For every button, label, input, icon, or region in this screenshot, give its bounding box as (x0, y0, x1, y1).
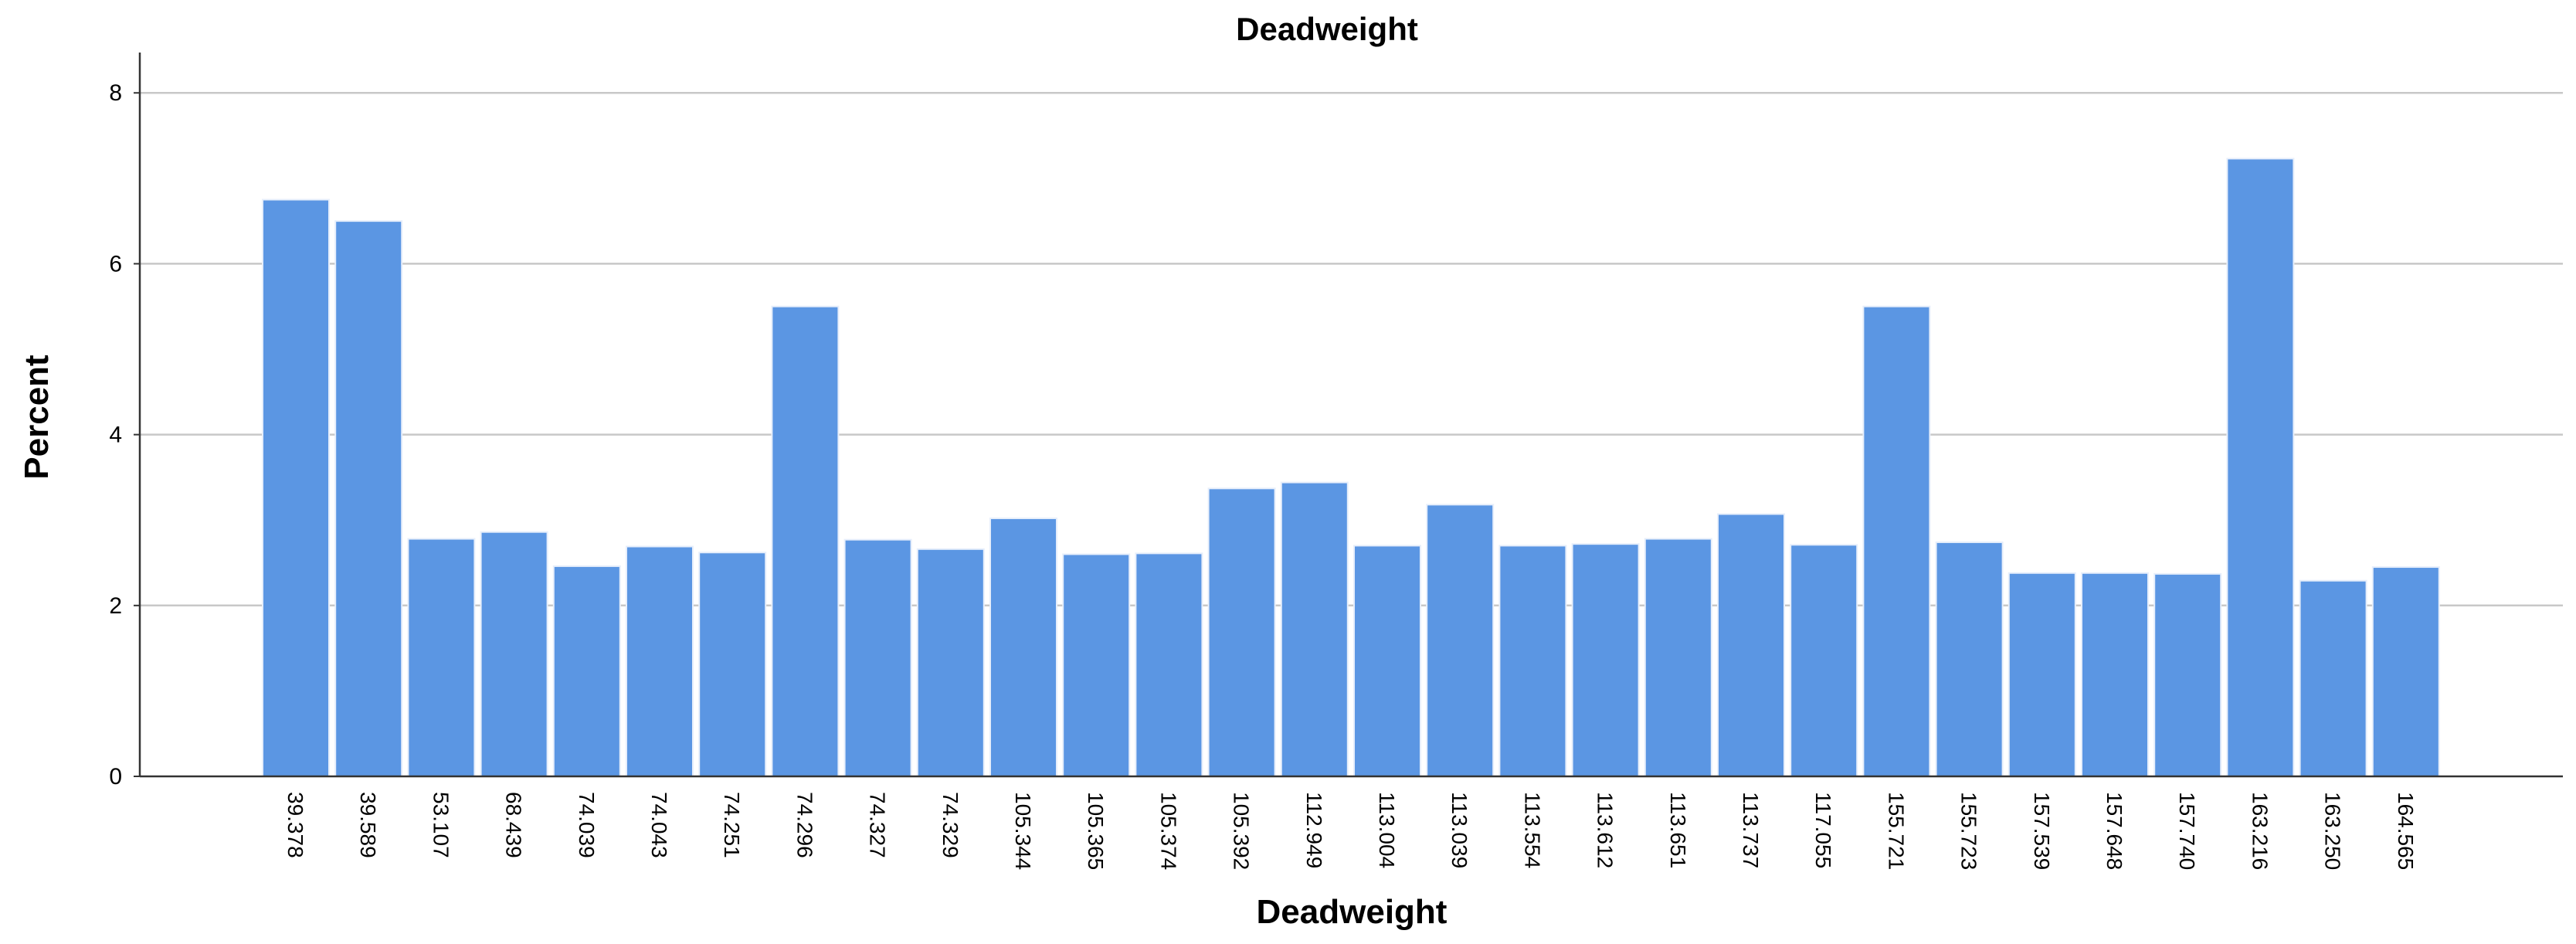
x-tick-label: 105.365 (1084, 792, 1108, 870)
chart-title: Deadweight (1236, 11, 1418, 47)
x-tick-label: 113.039 (1448, 792, 1471, 868)
x-tick-label: 117.055 (1811, 792, 1835, 868)
x-tick-label: 157.740 (2175, 792, 2199, 870)
bar-157.539 (2008, 572, 2076, 777)
x-tick-label: 105.374 (1156, 792, 1180, 870)
x-tick-label: 155.721 (1884, 792, 1908, 870)
x-tick-label: 113.554 (1520, 792, 1544, 868)
bar-164.565 (2371, 566, 2440, 778)
bar-74.251 (698, 552, 767, 777)
x-tick-label: 74.039 (575, 792, 599, 858)
bar-113.039 (1426, 504, 1495, 777)
bar-113.612 (1571, 543, 1640, 778)
bar-157.740 (2153, 572, 2222, 777)
x-tick-label: 74.327 (866, 792, 890, 858)
y-tick-label: 0 (109, 764, 122, 789)
y-tick-label: 2 (109, 593, 122, 619)
x-tick-label: 157.539 (2030, 792, 2054, 870)
x-tick-label: 68.439 (502, 792, 526, 858)
x-tick-labels: 39.378 39.589 53.107 68.439 74.039 74.043 74.2… (283, 792, 2418, 870)
bar-155.723 (1935, 541, 2004, 777)
x-tick-label: 39.589 (356, 792, 380, 858)
bar-112.949 (1280, 481, 1349, 777)
x-tick-label: 113.004 (1375, 792, 1399, 868)
bar-74.329 (916, 548, 985, 777)
y-tick-labels: 0 2 4 6 8 (109, 80, 122, 789)
x-axis-title: Deadweight (1257, 893, 1448, 931)
x-tick-label: 163.216 (2248, 792, 2272, 870)
axes (134, 53, 2563, 778)
bar-39.589 (334, 220, 403, 777)
bar-163.216 (2226, 158, 2295, 777)
bar-105.392 (1207, 487, 1276, 778)
x-tick-label: 105.392 (1230, 792, 1254, 870)
bar-105.344 (989, 518, 1057, 777)
bar-155.721 (1862, 305, 1931, 777)
x-tick-label: 74.251 (720, 792, 744, 858)
x-tick-label: 53.107 (429, 792, 453, 858)
bar-163.250 (2299, 579, 2367, 777)
x-tick-label: 112.949 (1302, 792, 1326, 868)
y-tick-label: 8 (109, 80, 122, 106)
bar-113.004 (1353, 545, 1421, 778)
bars (262, 158, 2440, 778)
bar-74.327 (843, 538, 912, 777)
x-tick-label: 113.651 (1666, 792, 1690, 868)
bar-113.651 (1644, 538, 1712, 777)
y-tick-label: 4 (109, 423, 122, 448)
bar-117.055 (1790, 544, 1858, 778)
x-tick-label: 164.565 (2394, 792, 2418, 870)
y-axis-title: Percent (18, 355, 56, 480)
x-tick-label: 74.043 (647, 792, 671, 858)
bar-157.648 (2081, 572, 2149, 777)
bar-113.554 (1498, 545, 1567, 778)
x-tick-label: 39.378 (283, 792, 307, 858)
bar-113.737 (1717, 513, 1785, 777)
bar-74.039 (552, 565, 621, 778)
x-tick-label: 74.296 (792, 792, 816, 858)
gridlines (140, 91, 2563, 607)
bar-39.378 (262, 199, 330, 778)
x-tick-label: 155.723 (1957, 792, 1981, 870)
x-tick-label: 157.648 (2103, 792, 2126, 870)
x-tick-label: 113.612 (1593, 792, 1617, 868)
x-tick-label: 105.344 (1011, 792, 1035, 870)
bar-68.439 (480, 531, 548, 777)
bar-74.043 (626, 545, 694, 777)
bar-53.107 (407, 538, 476, 777)
x-tick-label: 74.329 (938, 792, 962, 858)
x-tick-label: 163.250 (2321, 792, 2345, 870)
x-tick-label: 113.737 (1739, 792, 1763, 868)
bar-105.374 (1135, 552, 1203, 777)
y-tick-label: 6 (109, 251, 122, 277)
bar-74.296 (771, 305, 840, 777)
bar-105.365 (1062, 553, 1131, 777)
